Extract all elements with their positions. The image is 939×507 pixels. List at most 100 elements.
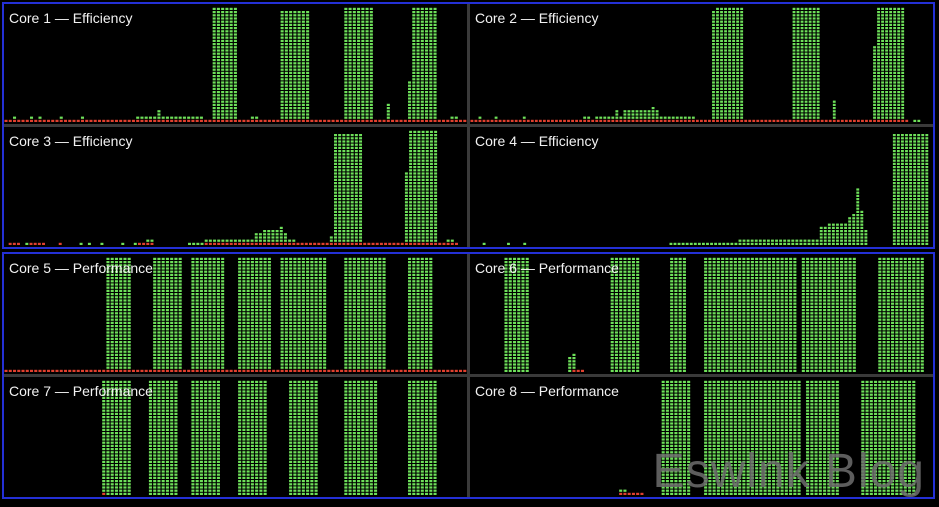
user-load-cell	[212, 68, 216, 71]
user-load-cell	[893, 39, 897, 42]
user-load-cell	[342, 236, 346, 239]
user-load-cell	[429, 172, 433, 175]
user-load-cell	[706, 242, 709, 245]
user-load-cell	[191, 293, 195, 296]
system-load-cell	[137, 242, 141, 245]
user-load-cell	[925, 150, 929, 153]
user-load-cell	[815, 239, 819, 242]
user-load-cell	[178, 350, 182, 353]
user-load-cell	[250, 309, 254, 312]
user-load-cell	[350, 178, 354, 181]
user-load-cell	[289, 302, 293, 305]
user-load-cell	[909, 223, 912, 226]
user-load-cell	[433, 39, 437, 42]
user-load-cell	[212, 353, 216, 356]
user-load-cell	[293, 39, 297, 42]
user-load-cell	[199, 267, 203, 270]
user-load-cell	[421, 239, 425, 242]
user-load-cell	[417, 182, 421, 185]
user-load-cell	[429, 194, 433, 197]
user-load-cell	[255, 312, 259, 315]
user-load-cell	[342, 185, 346, 188]
user-load-cell	[204, 239, 208, 242]
user-load-cell	[877, 17, 880, 20]
system-load-cell	[375, 242, 379, 245]
user-load-cell	[386, 116, 390, 119]
user-load-cell	[724, 39, 727, 42]
user-load-cell	[323, 309, 327, 312]
user-load-cell	[369, 36, 373, 39]
user-load-cell	[901, 143, 904, 146]
user-load-cell	[352, 283, 356, 286]
user-load-cell	[267, 233, 271, 236]
user-load-cell	[365, 296, 369, 299]
user-load-cell	[917, 156, 921, 159]
user-load-cell	[420, 11, 424, 14]
user-load-cell	[289, 289, 293, 292]
user-load-cell	[420, 71, 424, 74]
user-load-cell	[800, 75, 804, 78]
user-load-cell	[804, 33, 808, 36]
user-load-cell	[199, 280, 203, 283]
user-load-cell	[348, 318, 352, 321]
user-load-cell	[225, 71, 229, 74]
user-load-cell	[369, 107, 373, 110]
user-load-cell	[796, 116, 800, 119]
user-load-cell	[925, 188, 929, 191]
user-load-cell	[161, 270, 165, 273]
user-load-cell	[421, 230, 425, 233]
user-load-cell	[284, 261, 288, 264]
user-load-cell	[421, 140, 425, 143]
user-load-cell	[369, 39, 373, 42]
user-load-cell	[238, 366, 242, 369]
user-load-cell	[221, 30, 225, 33]
user-load-cell	[338, 207, 342, 210]
user-load-cell	[310, 312, 314, 315]
user-load-cell	[110, 264, 114, 267]
user-load-cell	[293, 277, 297, 280]
user-load-cell	[740, 103, 744, 106]
user-load-cell	[925, 194, 929, 197]
user-load-cell	[421, 137, 425, 140]
user-load-cell	[263, 270, 267, 273]
system-load-cell	[388, 242, 392, 245]
user-load-cell	[352, 280, 356, 283]
user-load-cell	[106, 366, 110, 369]
user-load-cell	[354, 146, 358, 149]
user-load-cell	[413, 143, 417, 146]
user-load-cell	[893, 78, 897, 81]
user-load-cell	[280, 321, 284, 324]
user-load-cell	[359, 226, 363, 229]
user-load-cell	[170, 315, 174, 318]
user-load-cell	[354, 172, 358, 175]
user-load-cell	[352, 296, 356, 299]
user-load-cell	[365, 71, 369, 74]
user-load-cell	[310, 277, 314, 280]
user-load-cell	[736, 113, 740, 116]
user-load-cell	[433, 116, 437, 119]
user-load-cell	[412, 97, 416, 100]
user-load-cell	[404, 188, 408, 191]
user-load-cell	[157, 293, 161, 296]
user-load-cell	[897, 33, 901, 36]
user-load-cell	[346, 169, 350, 172]
user-load-cell	[365, 360, 369, 363]
user-load-cell	[429, 217, 433, 220]
user-load-cell	[429, 159, 433, 162]
user-load-cell	[170, 277, 174, 280]
user-load-cell	[812, 110, 816, 113]
user-load-cell	[901, 39, 905, 42]
user-load-cell	[409, 178, 413, 181]
user-load-cell	[720, 11, 723, 14]
user-load-cell	[792, 116, 796, 119]
user-load-cell	[310, 289, 314, 292]
user-load-cell	[740, 68, 744, 71]
user-load-cell	[359, 191, 363, 194]
user-load-cell	[263, 357, 267, 360]
system-load-cell	[110, 369, 114, 372]
user-load-cell	[417, 194, 421, 197]
system-load-cell	[421, 242, 425, 245]
user-load-cell	[106, 360, 110, 363]
user-load-cell	[901, 20, 905, 23]
user-load-cell	[905, 159, 908, 162]
